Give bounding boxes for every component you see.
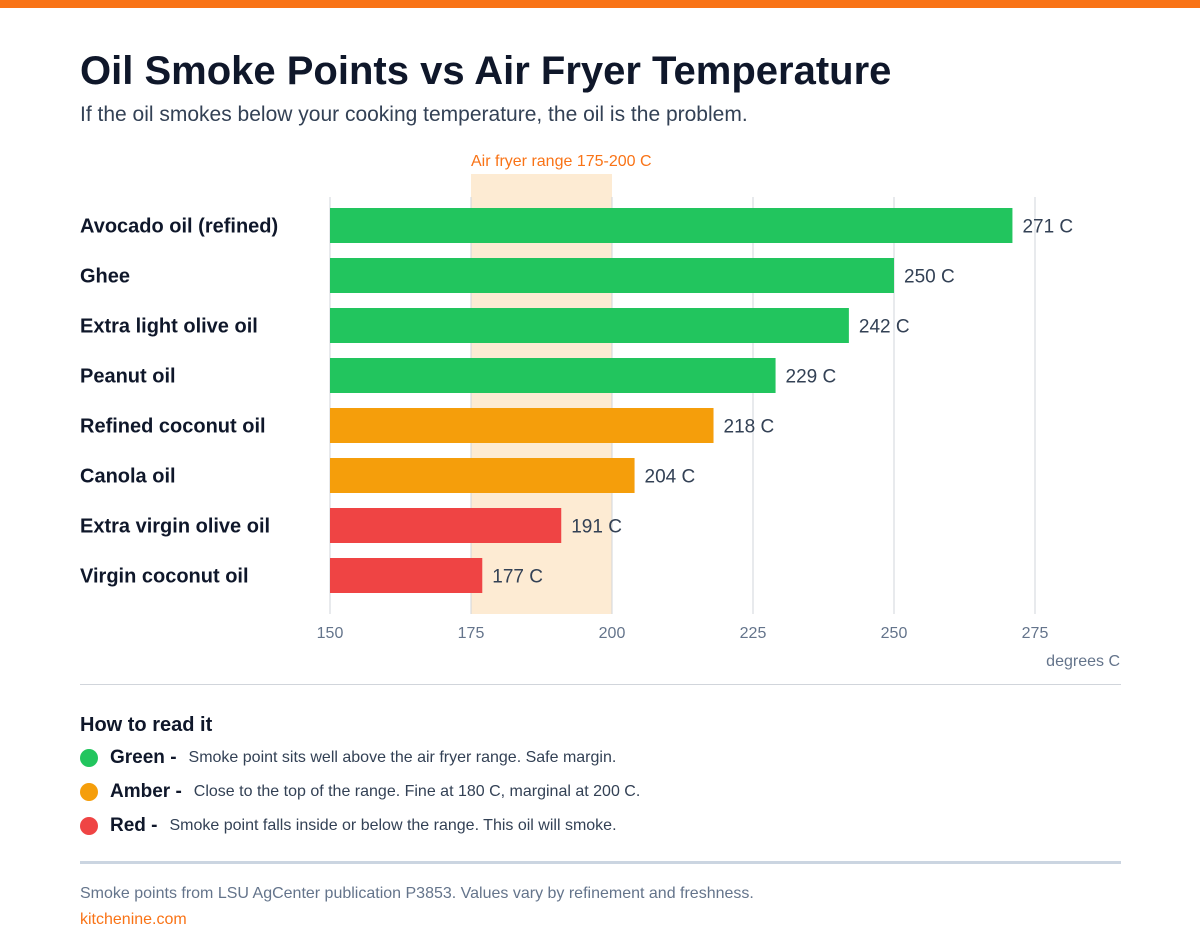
legend-title: How to read it	[80, 714, 213, 736]
x-tick-label: 275	[1022, 625, 1049, 642]
x-tick-label: 225	[740, 625, 767, 642]
page-subtitle: If the oil smokes below your cooking tem…	[80, 103, 748, 126]
legend-item-name: Green -	[110, 747, 177, 768]
legend-item-amber: Amber - Close to the top of the range. F…	[80, 779, 640, 805]
top-accent-bar	[0, 0, 1200, 8]
chart-divider	[80, 684, 1121, 685]
value-label: 242 C	[859, 317, 910, 338]
value-label: 177 C	[492, 567, 543, 588]
value-label: 191 C	[571, 517, 622, 538]
page-title: Oil Smoke Points vs Air Fryer Temperatur…	[80, 49, 892, 93]
category-label: Avocado oil (refined)	[80, 216, 278, 238]
legend-item-description: Smoke point falls inside or below the ra…	[169, 817, 617, 834]
category-label: Refined coconut oil	[80, 416, 266, 438]
red-dot-icon	[80, 817, 98, 835]
category-label: Peanut oil	[80, 366, 176, 388]
x-tick-label: 150	[317, 625, 344, 642]
legend-item-name: Amber -	[110, 781, 182, 802]
bar	[330, 458, 635, 493]
amber-dot-icon	[80, 783, 98, 801]
air-fryer-range-label: Air fryer range 175-200 C	[471, 153, 652, 170]
x-tick-label: 175	[458, 625, 485, 642]
category-label: Extra virgin olive oil	[80, 516, 270, 538]
bar	[330, 308, 849, 343]
footer-divider	[80, 861, 1121, 864]
bar	[330, 258, 894, 293]
category-label: Canola oil	[80, 466, 176, 488]
legend-item-name: Red -	[110, 815, 158, 836]
bar	[330, 558, 483, 593]
legend-item-red: Red - Smoke point falls inside or below …	[80, 813, 617, 839]
category-label: Extra light olive oil	[80, 316, 258, 338]
bar	[330, 508, 562, 543]
smoke-point-chart: Air fryer range 175-200 C 150 175 200 225 250…	[80, 153, 1120, 670]
green-dot-icon	[80, 749, 98, 767]
bar	[330, 358, 776, 393]
value-label: 204 C	[645, 467, 696, 488]
site-link[interactable]: kitchenine.com	[80, 911, 187, 928]
bar	[330, 408, 714, 443]
x-tick-label: 200	[599, 625, 626, 642]
x-axis-title: degrees C	[1046, 653, 1120, 670]
value-label: 229 C	[786, 367, 837, 388]
value-label: 271 C	[1022, 217, 1073, 238]
x-tick-label: 250	[881, 625, 908, 642]
value-label: 250 C	[904, 267, 955, 288]
legend-item-description: Smoke point sits well above the air frye…	[188, 749, 617, 766]
legend-item-description: Close to the top of the range. Fine at 1…	[193, 783, 641, 800]
legend-item-green: Green - Smoke point sits well above the …	[80, 745, 616, 771]
source-note: Smoke points from LSU AgCenter publicati…	[80, 885, 754, 902]
value-label: 218 C	[724, 417, 775, 438]
bar	[330, 208, 1013, 243]
category-label: Ghee	[80, 266, 130, 288]
category-label: Virgin coconut oil	[80, 566, 249, 588]
